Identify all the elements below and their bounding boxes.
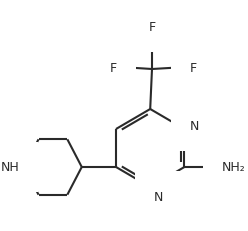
Text: F: F xyxy=(149,21,155,34)
Text: NH₂: NH₂ xyxy=(222,161,246,174)
Text: F: F xyxy=(190,61,197,74)
Text: F: F xyxy=(110,61,117,74)
Text: N: N xyxy=(154,190,163,203)
Text: N: N xyxy=(190,120,199,133)
Text: NH: NH xyxy=(1,161,20,174)
